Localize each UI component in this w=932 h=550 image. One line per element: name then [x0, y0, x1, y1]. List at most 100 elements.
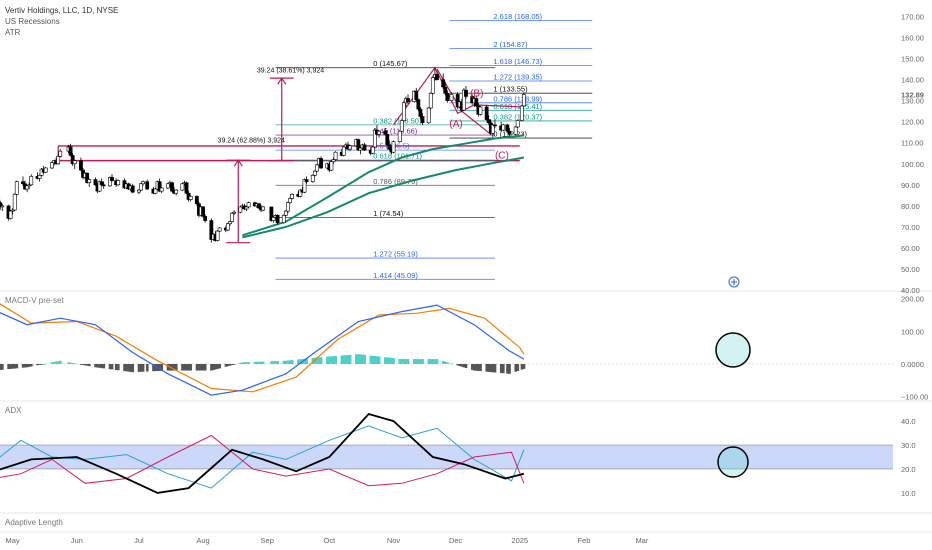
candle-body [159, 187, 164, 192]
macd-histogram-bar [21, 364, 25, 368]
macd-histogram-bar [181, 364, 184, 371]
macd-histogram-bar [435, 359, 439, 364]
macd-histogram-bar [340, 355, 344, 364]
macd-histogram-bar [328, 356, 331, 364]
wave-label: (B) [470, 88, 483, 99]
macd-histogram-bar [332, 356, 335, 364]
price-axis-tick: 170.00 [901, 13, 924, 22]
candle-body [435, 74, 439, 80]
candle-body [333, 151, 338, 160]
candle-body [383, 130, 388, 135]
x-axis-tick: Jul [134, 536, 144, 545]
macd-histogram-bar [417, 359, 420, 364]
macd-histogram-bar [212, 364, 215, 370]
recessions-legend: US Recessions [5, 17, 60, 26]
macd-histogram-bar [232, 364, 236, 365]
x-axis-tick: Oct [324, 536, 337, 545]
candle-body [85, 172, 90, 184]
macd-histogram-bar [96, 364, 99, 368]
macd-histogram-bar [158, 364, 161, 371]
candle-body [101, 184, 106, 187]
macd-histogram-bar [400, 359, 404, 364]
macd-histogram-bar [290, 360, 294, 364]
macd-histogram-bar [288, 360, 292, 364]
x-axis-tick: Aug [196, 536, 209, 545]
macd-histogram-bar [514, 364, 518, 372]
candle-body [230, 212, 234, 222]
macd-histogram-bar [342, 355, 346, 364]
candle-body [315, 164, 319, 172]
candle-body [37, 175, 42, 179]
candle-body [246, 202, 251, 208]
macd-histogram-bar [253, 361, 257, 364]
macd-histogram-bar [59, 360, 62, 364]
candle-body [116, 180, 121, 186]
candle-body [99, 181, 104, 186]
candle-body [356, 139, 361, 151]
adx-band [0, 445, 893, 469]
candle-body [426, 107, 431, 124]
candle-body [165, 183, 170, 189]
candle-body [12, 193, 17, 211]
candle-body [507, 130, 512, 135]
candle-body [21, 181, 25, 185]
price-axis-tick: 80.00 [901, 202, 920, 211]
macd-histogram-bar [315, 357, 319, 364]
macd-histogram-bar [230, 364, 234, 366]
candle-body [312, 170, 317, 176]
add-plus-icon-glyph [731, 279, 737, 285]
candle-body [445, 93, 450, 101]
x-axis-tick: Mar [635, 536, 648, 545]
macd-histogram-bar [392, 358, 395, 364]
macd-histogram-bar [470, 364, 474, 370]
macd-histogram-bar [79, 364, 83, 365]
macd-histogram-bar [516, 364, 520, 372]
macd-histogram-bar [73, 363, 77, 365]
candle-body [513, 126, 518, 135]
candle-body [430, 77, 435, 94]
macd-histogram-bar [270, 361, 273, 364]
candle-body [377, 130, 381, 135]
macd-histogram-bar [319, 357, 323, 364]
candle-body [443, 86, 448, 94]
candle-body [25, 185, 30, 190]
macd-histogram-bar [458, 364, 462, 367]
candle-body [194, 196, 199, 205]
macd-histogram-bar [388, 357, 391, 364]
macd-histogram-bar [506, 364, 509, 374]
macd-histogram-bar [406, 359, 410, 364]
macd-histogram-bar [261, 361, 265, 364]
macd-signal-line [0, 303, 525, 393]
candle-body [14, 181, 19, 195]
candle-body [370, 146, 375, 154]
candle-body [298, 189, 303, 197]
macd-histogram-bar [377, 356, 381, 364]
candle-body [401, 102, 406, 121]
macd-histogram-bar [1, 364, 4, 370]
candle-body [505, 124, 510, 132]
macd-histogram-bar [40, 364, 44, 365]
macd-histogram-bar [311, 357, 315, 364]
candle-body [331, 159, 336, 162]
candle-body [341, 146, 346, 156]
macd-histogram-bar [114, 364, 118, 370]
macd-histogram-bar [174, 364, 178, 371]
macd-histogram-bar [23, 364, 27, 368]
candle-body [519, 105, 524, 121]
macd-histogram-bar [274, 361, 277, 364]
macd-histogram-bar [257, 361, 261, 364]
macd-histogram-bar [413, 359, 416, 364]
macd-histogram-bar [81, 364, 85, 365]
candle-body [72, 160, 77, 165]
candle-body [203, 216, 208, 221]
axes: 170.00 160.00 150.00 140.00 130.00 120.00 110.… [0, 13, 932, 545]
candle-body [50, 162, 54, 169]
macd-histogram-bar [185, 364, 188, 371]
candle-body [10, 209, 15, 212]
candle-body [130, 185, 135, 193]
macd-histogram-bar [390, 357, 393, 364]
macd-histogram-bar [110, 364, 114, 370]
macd-histogram-bar [348, 354, 352, 364]
adx-line [0, 412, 525, 494]
macd-histogram-bar [38, 364, 41, 365]
